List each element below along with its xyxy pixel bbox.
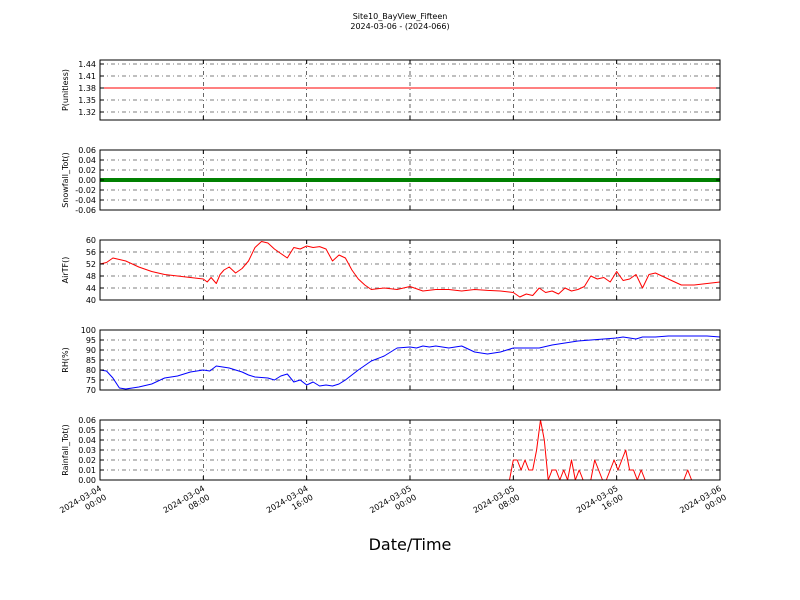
y-tick-label: 1.38 bbox=[78, 84, 96, 93]
panel-3: 40 44 48 52 56 60 AirTF() bbox=[61, 236, 721, 305]
y-tick-label: 0.06 bbox=[78, 146, 96, 155]
y-tick-label: 52 bbox=[86, 260, 96, 269]
x-axis-label: Date/Time bbox=[369, 535, 452, 554]
y-tick-label: 75 bbox=[86, 376, 96, 385]
y-axis-label: RH(%) bbox=[61, 347, 70, 372]
y-axis-label: Snowfall_Tot() bbox=[61, 152, 70, 208]
y-tick-label: 44 bbox=[86, 284, 96, 293]
panel-2: -0.06-0.04-0.020.000.020.040.06 Snowfall_… bbox=[61, 146, 721, 215]
y-tick-label: 0.04 bbox=[78, 436, 96, 445]
y-tick-label: 1.32 bbox=[78, 108, 96, 117]
chart-subtitle: 2024-03-06 - (2024-066) bbox=[350, 22, 449, 31]
y-tick-label: 1.41 bbox=[78, 72, 96, 81]
y-tick-label: 1.44 bbox=[78, 60, 96, 69]
y-tick-label: 0.06 bbox=[78, 416, 96, 425]
y-tick-label: 0.05 bbox=[78, 426, 96, 435]
y-tick-label: 70 bbox=[86, 386, 96, 395]
chart-title: Site10_BayView_Fifteen bbox=[353, 12, 448, 21]
y-axis-label: P(unitless) bbox=[61, 69, 70, 111]
panels: 1.321.351.381.411.44P(unitless)-0.06-0.0… bbox=[61, 59, 721, 485]
series-line bbox=[99, 241, 721, 298]
panel-5: 0.000.010.020.030.040.050.06 Rainfall_Tot… bbox=[61, 416, 721, 485]
y-tick-label: 0.01 bbox=[78, 466, 96, 475]
y-tick-label: -0.02 bbox=[75, 186, 96, 195]
y-tick-label: 0.00 bbox=[78, 176, 96, 185]
panel-1: 1.32 1.35 1.38 1.41 1.44 P(unitless) bbox=[61, 59, 721, 121]
series-line bbox=[100, 419, 720, 481]
y-axis-label: AirTF() bbox=[61, 257, 70, 284]
y-tick-label: 95 bbox=[86, 336, 96, 345]
y-tick-label: -0.06 bbox=[75, 206, 96, 215]
y-axis-label: Rainfall_Tot() bbox=[61, 424, 70, 476]
y-tick-label: 1.35 bbox=[78, 96, 96, 105]
y-tick-label: 0.03 bbox=[78, 446, 96, 455]
y-tick-label: 0.00 bbox=[78, 476, 96, 485]
y-tick-label: 56 bbox=[86, 248, 96, 257]
y-tick-label: 60 bbox=[86, 236, 96, 245]
y-tick-label: -0.04 bbox=[75, 196, 96, 205]
y-tick-label: 48 bbox=[86, 272, 96, 281]
y-tick-label: 90 bbox=[86, 346, 96, 355]
y-tick-label: 0.04 bbox=[78, 156, 96, 165]
series-line bbox=[99, 335, 721, 390]
y-tick-label: 40 bbox=[86, 296, 96, 305]
y-tick-label: 80 bbox=[86, 366, 96, 375]
y-tick-label: 0.02 bbox=[78, 166, 96, 175]
y-tick-label: 0.02 bbox=[78, 456, 96, 465]
y-tick-label: 85 bbox=[86, 356, 96, 365]
y-tick-label: 100 bbox=[81, 326, 96, 335]
